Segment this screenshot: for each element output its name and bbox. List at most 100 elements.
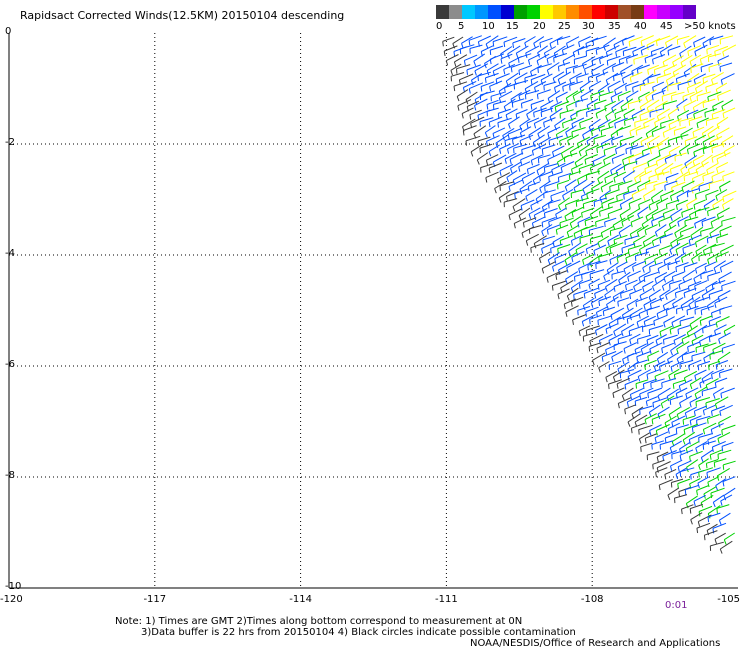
wind-barb (498, 190, 510, 203)
wind-barb (667, 81, 682, 92)
wind-barb (586, 107, 601, 118)
wind-barb (508, 179, 523, 192)
wind-barb (547, 126, 561, 139)
wind-barb (513, 80, 529, 90)
wind-barb (639, 81, 655, 91)
wind-barb (514, 188, 529, 199)
wind-barb (528, 207, 541, 219)
wind-barb (582, 253, 595, 265)
wind-barb (551, 280, 567, 291)
wind-barb (686, 143, 701, 155)
wind-barb (638, 432, 651, 444)
wind-barb (683, 262, 698, 273)
wind-barb (625, 144, 638, 155)
wind-barb (654, 162, 667, 175)
wind-barb (653, 314, 668, 326)
wind-barb (661, 342, 675, 354)
wind-barb (536, 162, 549, 176)
wind-barb (554, 81, 567, 93)
wind-barb (582, 199, 597, 209)
wind-barb (645, 180, 658, 190)
wind-barb (550, 190, 565, 201)
wind-barb (665, 199, 680, 210)
wind-barb (617, 297, 630, 307)
wind-barb (667, 45, 681, 56)
wind-barb (665, 172, 679, 183)
wind-barb (489, 53, 505, 65)
wind-barb (707, 414, 720, 424)
wind-barb (694, 296, 709, 308)
wind-barb (695, 441, 708, 453)
wind-barb (661, 377, 677, 388)
wind-barb (669, 242, 681, 255)
wind-barb (711, 307, 725, 318)
legend-label: 25 (558, 21, 571, 32)
wind-barb (689, 396, 702, 408)
wind-barb (645, 244, 660, 255)
wind-barb (497, 117, 512, 128)
wind-barb (646, 451, 660, 461)
wind-barb (503, 36, 518, 48)
wind-barb (511, 98, 525, 108)
wind-barb (706, 163, 719, 175)
wind-barb (575, 197, 589, 207)
wind-barb (597, 235, 609, 248)
wind-barb (639, 387, 654, 399)
wind-barb (571, 163, 584, 175)
wind-barb (644, 433, 657, 444)
wind-barb (584, 63, 596, 75)
wind-barb (582, 180, 595, 194)
wind-barb (675, 199, 689, 210)
wind-barb (696, 117, 709, 129)
wind-barb (557, 244, 571, 254)
wind-barb (681, 504, 694, 515)
wind-barb (677, 215, 689, 227)
wind-barb (640, 44, 655, 56)
wind-barb (614, 117, 628, 129)
wind-barb (610, 163, 622, 176)
wind-barb (643, 188, 656, 201)
wind-barb (658, 479, 673, 491)
wind-barb (588, 225, 604, 236)
wind-barb (552, 260, 565, 272)
wind-barb (673, 334, 686, 346)
wind-barb (712, 387, 724, 399)
wind-barb (615, 46, 628, 57)
wind-barb (602, 306, 616, 317)
x-tick-label: -108 (581, 594, 604, 605)
wind-barb (706, 467, 721, 478)
wind-barb (601, 351, 617, 362)
wind-barb (604, 287, 616, 300)
wind-barb (624, 116, 637, 126)
wind-barb (641, 146, 655, 157)
wind-barb (614, 108, 627, 119)
wind-barb (528, 126, 542, 140)
wind-barb (676, 305, 690, 315)
wind-barb (636, 351, 651, 362)
x-tick-label: -105 (717, 594, 740, 605)
legend-swatch (566, 5, 579, 19)
wind-barb (623, 261, 637, 275)
wind-barb (648, 325, 664, 335)
wind-barb (642, 323, 655, 333)
wind-barb (698, 433, 713, 443)
wind-barb (634, 171, 645, 183)
wind-barb (646, 305, 660, 316)
wind-barb (497, 172, 511, 184)
wind-barb (651, 126, 666, 137)
wind-barb (597, 162, 611, 175)
wind-barb (693, 324, 708, 339)
wind-barb (565, 125, 577, 138)
wind-barb (722, 44, 737, 57)
wind-barb (686, 198, 698, 210)
wind-barb (662, 450, 677, 462)
wind-barb (453, 54, 468, 67)
wind-barb (642, 378, 657, 389)
wind-barb (465, 135, 481, 146)
wind-barb (681, 350, 695, 361)
wind-barb (605, 108, 617, 121)
wind-barb (681, 332, 696, 345)
wind-barb (599, 206, 614, 217)
wind-barb (593, 134, 607, 144)
